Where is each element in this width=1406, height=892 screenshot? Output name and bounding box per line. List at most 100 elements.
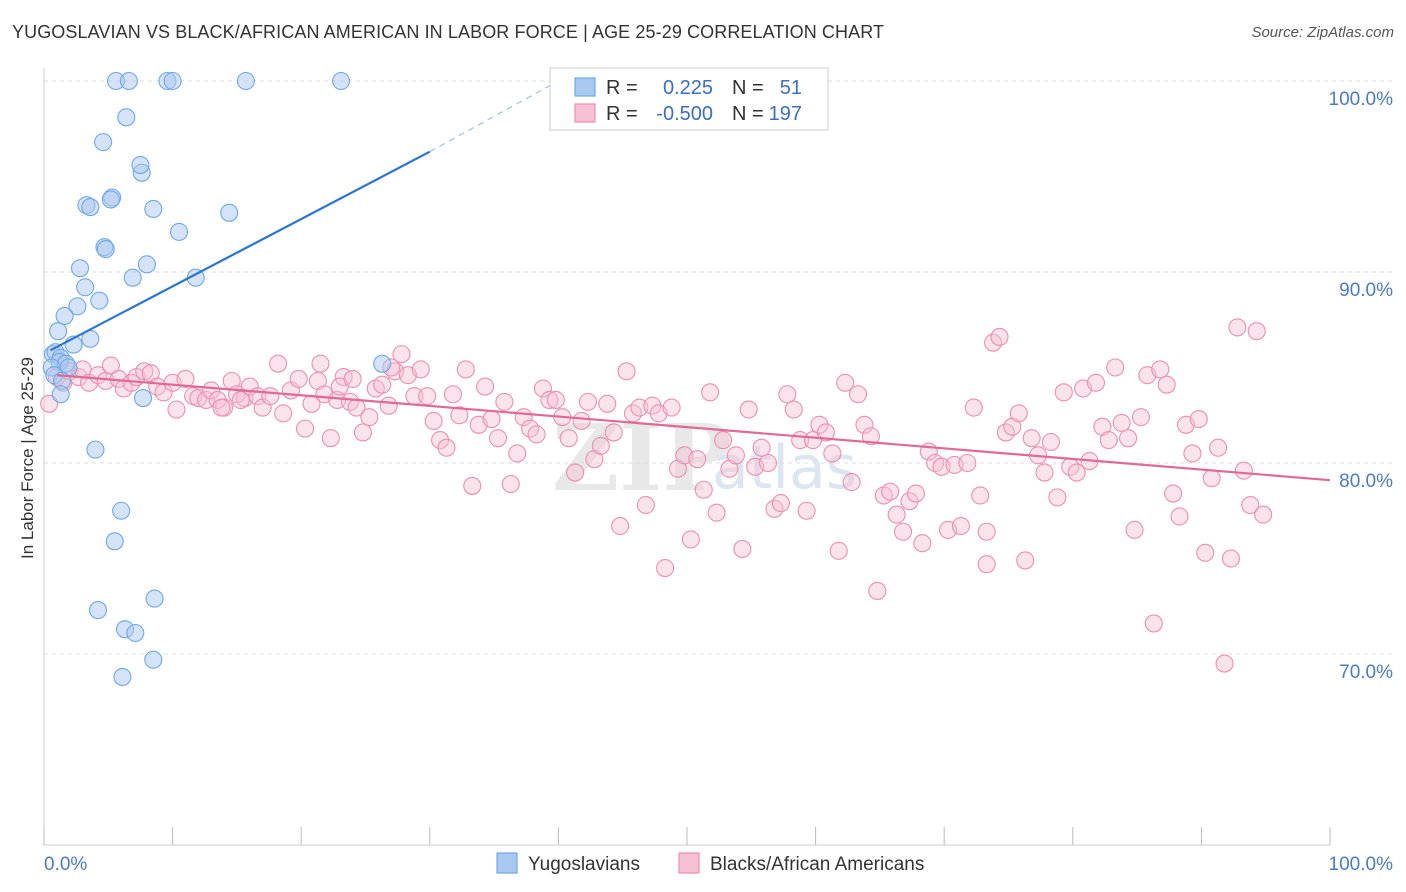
black-american-point bbox=[1009, 404, 1028, 423]
trend-lines bbox=[49, 80, 1331, 482]
black-american-point bbox=[527, 425, 546, 444]
y-tick-labels: 70.0% 80.0% 90.0% 100.0% bbox=[1329, 89, 1394, 683]
black-american-point bbox=[578, 392, 598, 411]
black-american-point bbox=[274, 404, 293, 423]
black-american-point bbox=[617, 362, 636, 381]
yugoslavian-points bbox=[42, 71, 392, 686]
black-american-point bbox=[823, 444, 842, 463]
black-american-point bbox=[816, 423, 835, 442]
black-american-point bbox=[418, 387, 437, 406]
black-american-point bbox=[392, 345, 411, 364]
black-american-point bbox=[688, 450, 707, 469]
black-american-point bbox=[707, 503, 726, 522]
legend-n-label-pink: N = bbox=[732, 103, 764, 125]
black-american-point bbox=[482, 410, 501, 429]
black-american-point bbox=[424, 411, 443, 431]
y-tick-label-70: 70.0% bbox=[1339, 662, 1393, 683]
yugoslavian-point bbox=[119, 71, 138, 91]
black-american-point bbox=[977, 555, 996, 574]
legend-n-value-pink: 197 bbox=[769, 103, 802, 125]
black-american-point bbox=[360, 408, 379, 427]
yugoslavian-point bbox=[144, 650, 163, 669]
black-american-point bbox=[1086, 373, 1105, 392]
black-american-point bbox=[604, 423, 623, 442]
black-american-point bbox=[701, 383, 720, 402]
black-american-point bbox=[656, 558, 675, 578]
black-american-point bbox=[784, 400, 803, 419]
black-american-point bbox=[636, 495, 655, 515]
legend-r-value-pink: -0.500 bbox=[656, 103, 713, 125]
yugoslavian-point bbox=[94, 133, 113, 152]
black-american-point bbox=[431, 431, 450, 450]
legend-n-value-blue: 51 bbox=[780, 77, 802, 99]
black-american-point bbox=[977, 522, 996, 541]
black-american-point bbox=[797, 501, 816, 520]
black-american-point bbox=[964, 398, 983, 417]
black-american-point bbox=[176, 369, 195, 389]
black-american-point bbox=[1189, 410, 1208, 429]
black-american-point bbox=[1119, 429, 1138, 448]
yugoslavian-point bbox=[332, 71, 351, 91]
black-american-point bbox=[508, 444, 527, 463]
black-american-point bbox=[1157, 375, 1176, 394]
black-american-point bbox=[861, 427, 880, 446]
bottom-legend-swatch-pink bbox=[678, 852, 700, 874]
black-american-point bbox=[343, 369, 362, 389]
black-american-point bbox=[758, 453, 778, 473]
black-american-point bbox=[681, 530, 700, 549]
black-american-point bbox=[1048, 488, 1067, 507]
black-american-point bbox=[540, 390, 559, 410]
black-american-point bbox=[559, 429, 578, 448]
black-american-point bbox=[1106, 358, 1125, 377]
black-american-point bbox=[694, 480, 713, 499]
black-american-point bbox=[321, 429, 340, 448]
yugoslavian-point bbox=[126, 623, 145, 643]
black-american-point bbox=[443, 385, 462, 404]
black-american-points bbox=[40, 318, 1273, 673]
legend-swatch-pink bbox=[574, 103, 596, 123]
black-american-point bbox=[1234, 461, 1253, 480]
black-american-point bbox=[202, 381, 221, 400]
black-american-point bbox=[566, 463, 585, 482]
black-american-point bbox=[533, 379, 553, 398]
black-american-point bbox=[1151, 360, 1170, 379]
y-tick-label-80: 80.0% bbox=[1339, 471, 1393, 492]
black-american-point bbox=[1241, 495, 1260, 515]
black-american-point bbox=[855, 415, 874, 434]
yugoslavian-point bbox=[55, 306, 74, 325]
black-american-point bbox=[437, 438, 456, 457]
legend-r-value-blue: 0.225 bbox=[663, 77, 713, 99]
bottom-legend-yugoslavians: Yugoslavians bbox=[528, 854, 640, 875]
black-american-point bbox=[501, 474, 520, 494]
yugoslavian-point bbox=[220, 203, 239, 222]
black-american-point bbox=[450, 406, 469, 425]
yugoslavian-trend-extension bbox=[429, 80, 559, 153]
black-american-point bbox=[334, 367, 353, 387]
yugoslavian-point bbox=[117, 108, 136, 127]
black-american-point bbox=[1125, 520, 1144, 539]
black-american-point bbox=[810, 415, 829, 434]
black-american-point bbox=[611, 516, 630, 536]
black-american-point bbox=[868, 581, 887, 601]
black-american-point bbox=[726, 446, 745, 465]
series-legend: Yugoslavians Blacks/African Americans bbox=[496, 852, 924, 875]
black-american-point bbox=[643, 396, 662, 415]
yugoslavian-point bbox=[163, 71, 182, 91]
yugoslavian-point bbox=[373, 354, 392, 373]
yugoslavian-trend-line bbox=[49, 150, 431, 352]
black-american-point bbox=[212, 398, 231, 417]
black-american-point bbox=[463, 476, 482, 495]
black-american-point bbox=[373, 375, 392, 394]
black-american-point bbox=[167, 400, 186, 419]
black-american-point bbox=[296, 419, 315, 438]
black-american-point bbox=[958, 453, 977, 473]
black-american-point bbox=[881, 482, 900, 501]
black-american-point bbox=[379, 396, 398, 415]
black-american-point bbox=[739, 400, 758, 419]
yugoslavian-point bbox=[105, 532, 124, 551]
black-american-point bbox=[990, 327, 1009, 346]
black-american-point bbox=[261, 387, 280, 406]
black-american-point bbox=[591, 436, 610, 455]
yugoslavian-point bbox=[144, 199, 163, 219]
y-axis-label: In Labor Force | Age 25-29 bbox=[18, 357, 37, 559]
